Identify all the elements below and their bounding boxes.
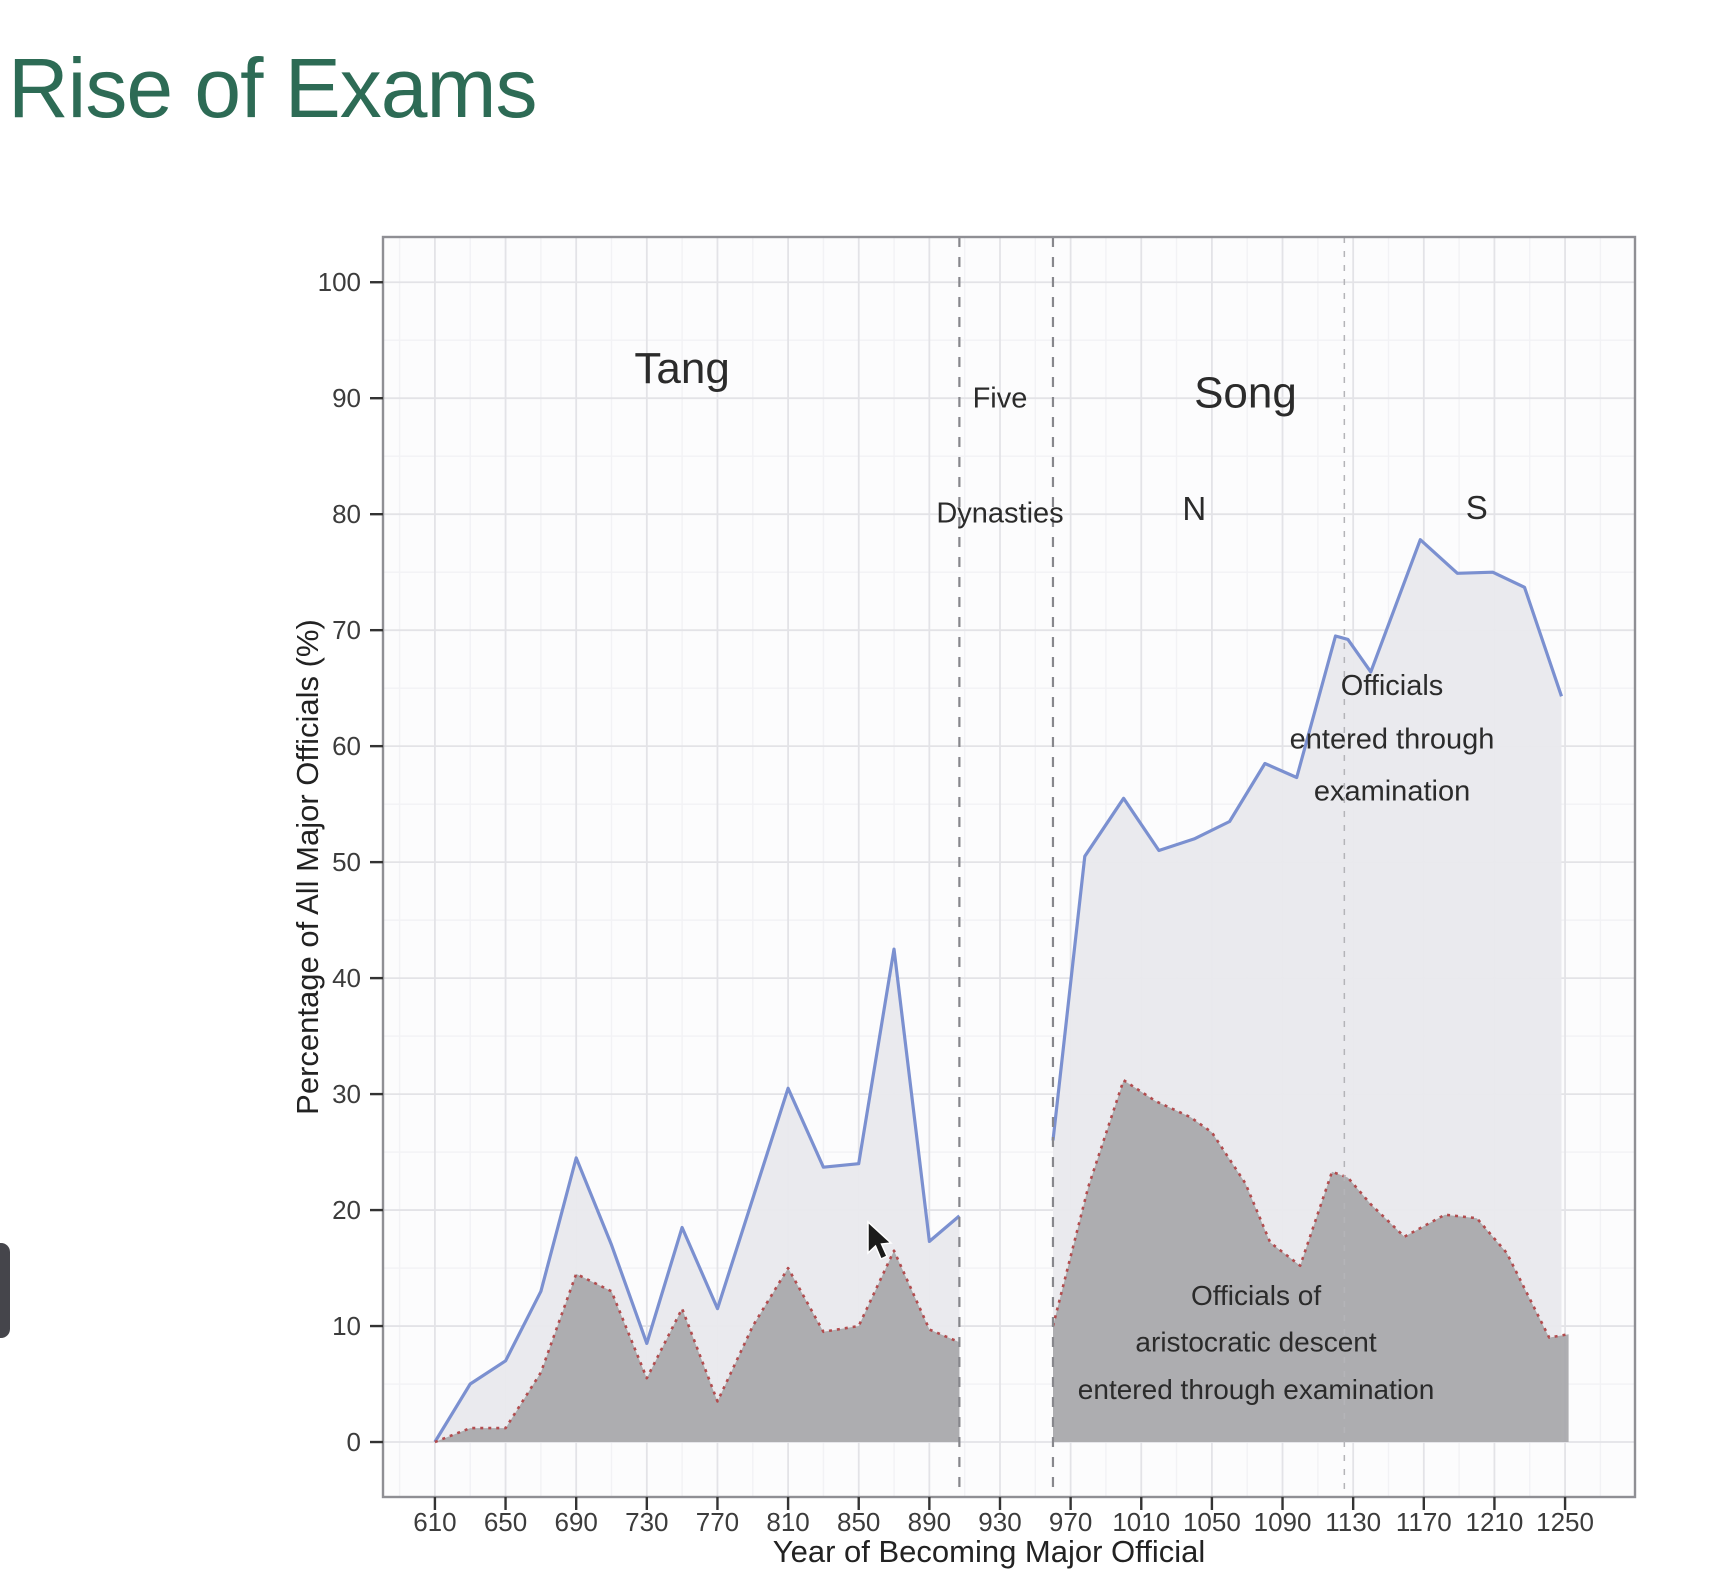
- x-tick-label: 1250: [1536, 1507, 1594, 1537]
- era-label-dynasties: Dynasties: [936, 497, 1063, 529]
- era-label-song: Song: [1194, 368, 1297, 417]
- era-label-five: Five: [973, 382, 1028, 414]
- series-label-exam-line1: Officials: [1341, 670, 1444, 702]
- x-tick-label: 650: [484, 1507, 527, 1537]
- x-tick-label: 1130: [1325, 1507, 1381, 1537]
- x-tick-label: 690: [554, 1507, 597, 1537]
- exam-officials-line: [1051, 538, 1564, 1141]
- y-tick-label: 30: [332, 1079, 361, 1109]
- x-tick-label: 1010: [1112, 1507, 1170, 1537]
- x-tick-label: 1050: [1183, 1507, 1241, 1537]
- series-label-exam-line2: entered through: [1290, 723, 1495, 755]
- x-tick-label: 1090: [1254, 1507, 1312, 1537]
- x-tick-label: 610: [413, 1507, 456, 1537]
- era-label-n: N: [1182, 490, 1206, 527]
- y-tick-label: 80: [332, 499, 361, 529]
- y-tick-label: 40: [332, 963, 361, 993]
- slide-title: Rise of Exams: [8, 41, 537, 135]
- aristocratic-officials-area: [1053, 1080, 1569, 1442]
- x-tick-label: 850: [837, 1507, 880, 1537]
- y-tick-label: 0: [347, 1427, 361, 1457]
- y-tick-label: 10: [332, 1311, 361, 1341]
- mouse-cursor: [867, 1220, 893, 1261]
- x-tick-label: 1210: [1466, 1507, 1524, 1537]
- aristocratic-officials-line: [434, 1249, 960, 1444]
- era-label-tang: Tang: [634, 344, 729, 393]
- x-tick-label: 810: [766, 1507, 809, 1537]
- panel-border: [381, 235, 1637, 1499]
- exam-officials-line: [433, 947, 961, 1443]
- y-axis-title: Percentage of All Major Officials (%): [290, 619, 325, 1115]
- x-tick-label: 890: [908, 1507, 951, 1537]
- y-tick-label: 70: [332, 615, 361, 645]
- x-tick-label: 930: [978, 1507, 1021, 1537]
- series-label-aristocratic-line2: aristocratic descent: [1135, 1327, 1376, 1358]
- series-label-exam-line3: examination: [1314, 776, 1470, 808]
- axes: 610 650 690 730 770 810 850 890 930 970 1010 1050 10…: [290, 267, 1594, 1569]
- y-tick-label: 50: [332, 847, 361, 877]
- era-label-s: S: [1466, 489, 1488, 526]
- screen-edge-artifact: [0, 1243, 10, 1338]
- y-tick-label: 100: [318, 267, 361, 297]
- x-tick-label: 730: [625, 1507, 668, 1537]
- x-tick-label: 970: [1049, 1507, 1092, 1537]
- aristocratic-officials-area: [434, 1250, 960, 1442]
- series-label-aristocratic-line3: entered through examination: [1078, 1374, 1434, 1405]
- y-tick-label: 90: [332, 383, 361, 413]
- x-axis-title: Year of Becoming Major Official: [773, 1534, 1206, 1569]
- y-tick-label: 60: [332, 731, 361, 761]
- y-tick-label: 20: [332, 1195, 361, 1225]
- x-tick-label: 1170: [1396, 1507, 1452, 1537]
- series-label-aristocratic-line1: Officials of: [1191, 1280, 1321, 1311]
- x-tick-label: 770: [696, 1507, 739, 1537]
